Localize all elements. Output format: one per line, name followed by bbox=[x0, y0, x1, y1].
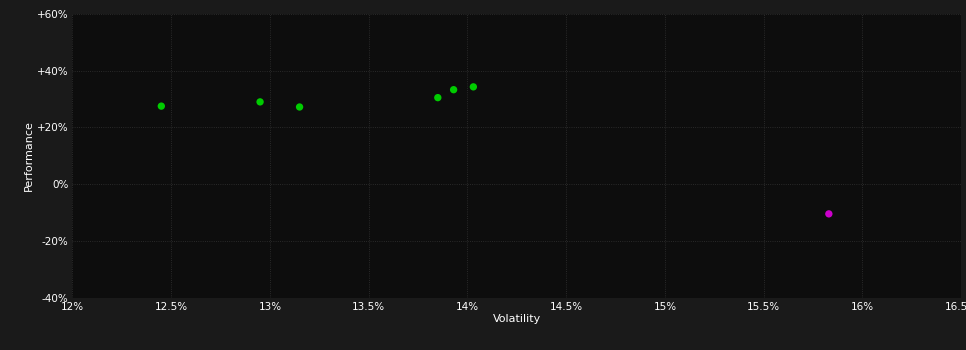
Point bbox=[154, 103, 169, 109]
Point bbox=[821, 211, 837, 217]
Y-axis label: Performance: Performance bbox=[24, 120, 34, 191]
X-axis label: Volatility: Volatility bbox=[493, 314, 541, 324]
Point bbox=[466, 84, 481, 90]
Point bbox=[430, 95, 445, 100]
Point bbox=[292, 104, 307, 110]
Point bbox=[446, 87, 462, 92]
Point bbox=[252, 99, 268, 105]
